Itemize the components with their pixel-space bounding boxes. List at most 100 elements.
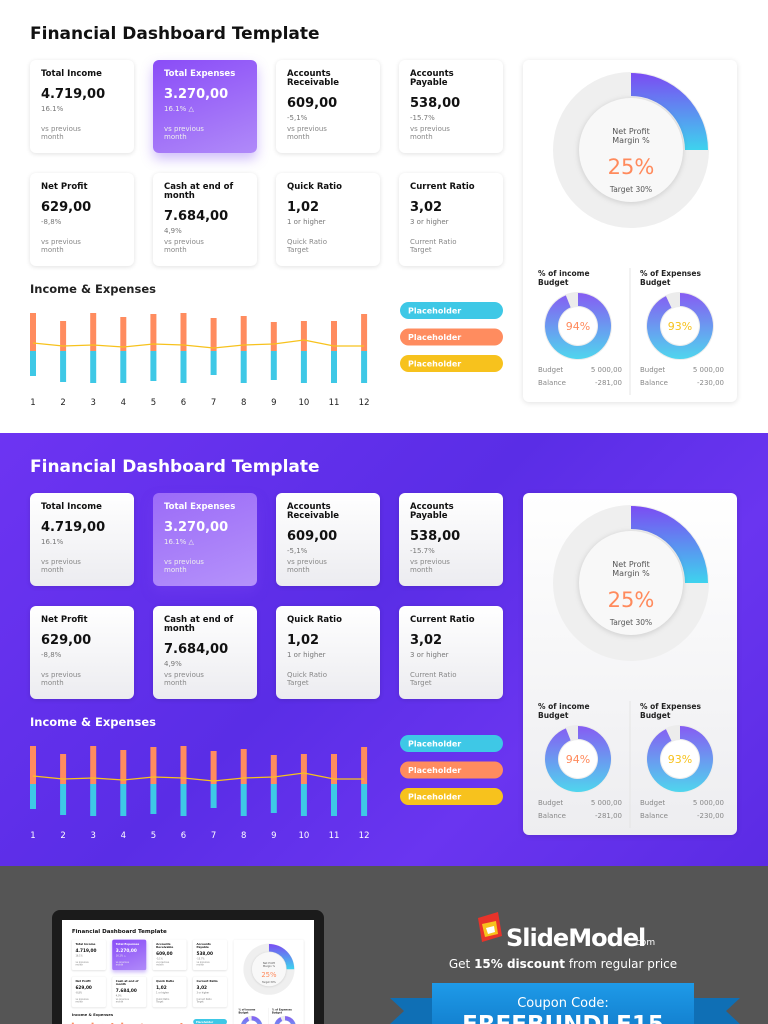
dashboard-graphics: Net Profit Margin %25%Target 30%% of inco…	[30, 72, 724, 408]
x-tick-label: 8	[241, 831, 246, 841]
bar	[60, 784, 67, 815]
kpi-note: vs previous month	[41, 125, 81, 141]
dashboard: Financial Dashboard Template Total Income…	[0, 0, 768, 433]
donut-title-line: Margin %	[263, 964, 276, 968]
kpi-value: 4.719,00	[41, 520, 106, 535]
legend-swatch	[400, 761, 503, 779]
coupon-label: Coupon Code:	[517, 996, 609, 1011]
kpi-card: Total Expenses 3.270,00 16.1% △ vs previous…	[153, 493, 257, 586]
x-tick-label: 10	[298, 398, 309, 408]
donut-arc	[631, 73, 708, 150]
gauge-balance: -230,00	[697, 812, 724, 820]
legend-swatch	[400, 355, 503, 372]
x-tick-label: 6	[181, 831, 186, 841]
kpi-value: 4.719,00	[75, 948, 97, 954]
kpi-change: -8,8%	[75, 991, 83, 995]
kpi-card: Accounts Payable 538,00 -15.7% vs previous …	[192, 939, 227, 971]
gauge-title-line: % of income	[538, 269, 590, 278]
kpi-title: Accounts Receivable	[156, 942, 174, 949]
bar	[331, 321, 337, 351]
bar	[210, 351, 217, 375]
bar	[60, 321, 67, 351]
kpi-value: 1,02	[156, 985, 167, 991]
kpi-title: Net Profit	[41, 615, 88, 625]
bar	[60, 754, 67, 784]
kpi-title: Accounts Payable	[410, 69, 454, 88]
kpi-value: 3.270,00	[115, 948, 137, 954]
gauge-value: 93%	[668, 320, 692, 333]
bar	[361, 784, 368, 816]
bar	[120, 784, 127, 816]
gauge-hole	[559, 307, 597, 345]
gauge-title-line: % of Expenses	[272, 1008, 292, 1012]
bar	[180, 784, 187, 816]
coupon-banner	[432, 983, 694, 1024]
kpi-title: Quick Ratio	[287, 182, 342, 192]
legend-label: Placeholder	[408, 740, 461, 749]
gauge-title-line: Budget	[538, 278, 569, 287]
bar	[300, 754, 307, 784]
chart-title: Income & Expenses	[72, 1013, 114, 1017]
bar	[210, 318, 217, 351]
kpi-value: 538,00	[410, 96, 461, 111]
gauge-hole	[661, 307, 699, 345]
kpi-note: vs previous month	[287, 558, 327, 574]
x-tick-label: 8	[241, 398, 246, 408]
kpi-title: Current Ratio	[410, 615, 475, 625]
donut-value: 25%	[608, 155, 655, 179]
kpi-value: 538,00	[196, 951, 213, 957]
bar	[361, 351, 368, 383]
promo-graphics: SlideModel .com Get 15% discount from re…	[390, 912, 740, 1024]
kpi-value: 3,02	[410, 633, 443, 648]
bar	[240, 316, 247, 351]
kpi-note: vs previous month	[164, 558, 204, 574]
kpi-change: 16.1% △	[164, 538, 194, 546]
dashboard-graphics: Net Profit Margin %25%Target 30%% of inco…	[30, 505, 724, 841]
logo-icon	[478, 912, 502, 942]
kpi-title: Quick Ratio	[287, 615, 342, 625]
kpi-value: 4.719,00	[41, 87, 106, 102]
coupon-code: FREEBUNDLE15	[462, 1012, 664, 1024]
kpi-note: Current Ratio Target	[196, 998, 212, 1004]
kpi-title: Accounts Payable	[410, 502, 454, 521]
ribbon-end	[390, 998, 432, 1024]
kpi-note: vs previous month	[164, 238, 204, 254]
donut-arc	[631, 506, 708, 583]
x-tick-label: 12	[359, 831, 370, 841]
gauge-arc	[646, 726, 713, 792]
kpi-card: Quick Ratio 1,02 1 or higher Quick Ratio Ta…	[152, 976, 187, 1008]
bar	[361, 314, 368, 351]
kpi-value: 3.270,00	[164, 87, 229, 102]
donut-value: 25%	[261, 971, 277, 979]
gauge-hole	[661, 740, 699, 778]
kpi-change: -5,1%	[287, 114, 308, 122]
bar	[270, 322, 277, 351]
gauge-value: 93%	[668, 753, 692, 766]
kpi-value: 7.684,00	[164, 209, 229, 224]
kpi-value: 629,00	[75, 985, 92, 991]
offer-prefix: Get	[449, 957, 471, 971]
gauge-budget-label: Budget	[538, 799, 563, 807]
kpi-title: Accounts Payable	[196, 942, 211, 949]
x-tick-label: 1	[30, 398, 35, 408]
donut-title-line: Net Profit	[612, 560, 649, 569]
kpi-note: vs previous month	[164, 125, 204, 141]
bar	[90, 313, 97, 351]
gauge-balance-label: Balance	[640, 379, 668, 387]
bar	[150, 784, 157, 814]
bar	[270, 351, 277, 380]
gauge-hole	[246, 1020, 258, 1024]
gauge-title: % of income Budget	[538, 702, 590, 720]
donut-hole	[579, 531, 683, 635]
x-tick-label: 7	[211, 831, 216, 841]
kpi-note: vs previous month	[75, 998, 89, 1004]
donut-title-line: Margin %	[612, 136, 650, 145]
kpi-note: Quick Ratio Target	[287, 238, 327, 254]
kpi-card: Current Ratio 3,02 3 or higher Current Rati…	[192, 976, 227, 1008]
x-tick-label: 5	[151, 831, 156, 841]
kpi-value: 3,02	[196, 985, 208, 991]
kpi-card: Total Expenses 3.270,00 16.1% △ vs previous…	[112, 939, 147, 971]
legend-swatch	[400, 735, 503, 752]
kpi-change: 1 or higher	[287, 651, 326, 659]
